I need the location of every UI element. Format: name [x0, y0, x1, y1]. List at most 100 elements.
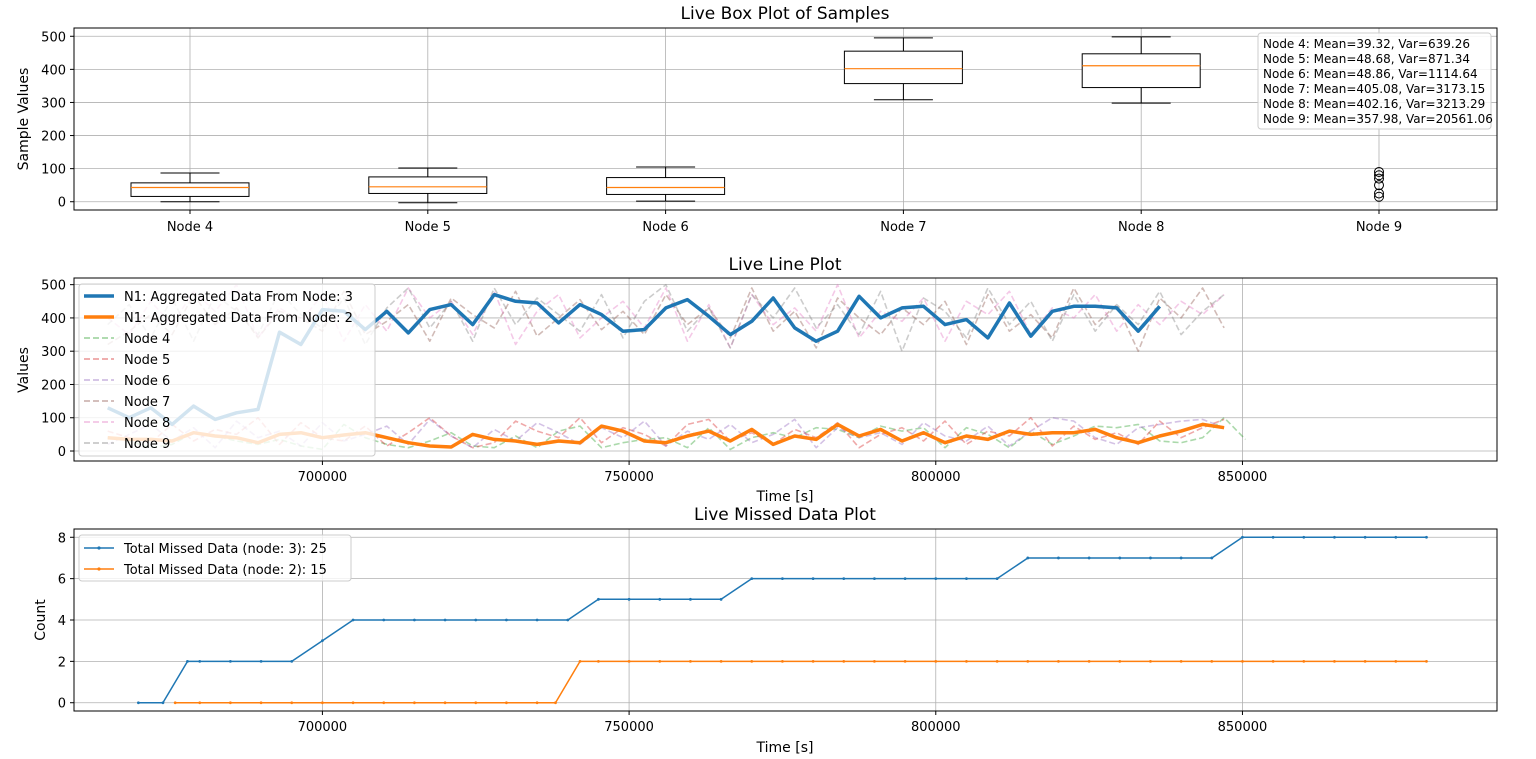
missed-plot-panel: Live Missed Data Plot 0 2 4 6 8 700000 750000 8… — [33, 505, 1498, 756]
box-xtick-label-5: Node 9 — [1356, 220, 1402, 235]
box-ytick-label-4: 400 — [41, 63, 66, 78]
stats-line-node-8: Node 8: Mean=402.16, Var=3213.29 — [1263, 97, 1485, 111]
missed-point-0-18 — [658, 597, 662, 601]
line-plot-xlabel: Time [s] — [756, 489, 814, 505]
missed-xtick-label-1: 750000 — [604, 720, 654, 735]
line-legend-label-6: Node 8 — [124, 416, 170, 431]
missed-point-1-6 — [351, 701, 355, 705]
missed-point-1-33 — [1149, 659, 1152, 663]
line-xtick-label-2: 800000 — [911, 470, 961, 485]
missed-point-0-4 — [229, 659, 232, 663]
missed-plot-ylabel: Count — [33, 599, 49, 641]
missed-point-0-37 — [1241, 535, 1244, 539]
missed-point-0-1 — [161, 701, 165, 705]
stats-line-node-7: Node 7: Mean=405.08, Var=3173.15 — [1263, 82, 1485, 96]
box-body-1 — [368, 176, 488, 194]
box-body-0 — [130, 182, 250, 197]
missed-plot-ticks: 0 2 4 6 8 700000 750000 800000 850000 — [58, 531, 1268, 735]
missed-point-1-24 — [873, 659, 876, 663]
missed-point-1-16 — [627, 659, 631, 663]
missed-point-0-12 — [474, 618, 478, 622]
box-body-4 — [1081, 53, 1201, 89]
box-plot-ylabel: Sample Values — [16, 68, 32, 171]
missed-plot-title: Live Missed Data Plot — [694, 505, 876, 525]
missed-point-0-21 — [750, 577, 754, 581]
box-flier-5-4 — [1374, 170, 1384, 181]
missed-ytick-label-3: 6 — [58, 573, 66, 588]
missed-point-1-37 — [1271, 659, 1275, 663]
missed-xtick-label-0: 700000 — [298, 720, 348, 735]
missed-point-0-25 — [873, 577, 876, 581]
missed-point-1-36 — [1241, 659, 1244, 663]
box-ytick-label-0: 0 — [58, 196, 66, 211]
missed-point-0-23 — [811, 577, 815, 581]
line-legend-label-4: Node 6 — [124, 374, 170, 389]
line-plot-title: Live Line Plot — [729, 255, 842, 275]
missed-legend-label-1: Total Missed Data (node: 2): 15 — [123, 563, 327, 578]
missed-point-0-5 — [259, 659, 263, 663]
missed-point-1-27 — [965, 659, 968, 663]
box-xtick-label-2: Node 6 — [642, 220, 688, 235]
missed-point-0-20 — [719, 597, 723, 601]
box-xtick-label-3: Node 7 — [880, 220, 926, 235]
missed-point-0-22 — [781, 577, 784, 581]
missed-ytick-label-4: 8 — [58, 531, 66, 546]
missed-point-1-35 — [1210, 659, 1214, 663]
box-ytick-label-2: 200 — [41, 130, 66, 145]
missed-point-1-25 — [903, 659, 907, 663]
line-legend-items: N1: Aggregated Data From Node: 3 N1: Aggr… — [84, 290, 353, 452]
missed-plot-legend: Total Missed Data (node: 3): 25 Total Mis… — [78, 534, 352, 582]
line-series-5 — [107, 287, 1225, 353]
missed-point-1-19 — [719, 659, 723, 663]
missed-point-1-40 — [1363, 659, 1367, 663]
missed-point-0-38 — [1271, 535, 1275, 539]
missed-point-0-24 — [842, 577, 846, 581]
missed-point-0-36 — [1210, 556, 1214, 560]
missed-point-1-38 — [1302, 659, 1306, 663]
box-plot-content: 0 100 200 300 400 500 Node 4 Node 5 Node 6 Node 7… — [41, 28, 1497, 235]
box-xtick-label-0: Node 4 — [167, 220, 213, 235]
missed-plot-xlabel: Time [s] — [756, 740, 814, 756]
missed-point-0-35 — [1179, 556, 1183, 560]
missed-point-0-8 — [351, 618, 355, 622]
stats-box: Node 4: Mean=39.32, Var=639.26 Node 5: M… — [1257, 32, 1493, 130]
box-ytick-label-1: 100 — [41, 163, 66, 178]
line-legend-frame — [78, 283, 376, 457]
box-flier-5-2 — [1374, 180, 1384, 191]
line-legend-label-2: Node 4 — [124, 332, 170, 347]
missed-point-0-26 — [903, 577, 907, 581]
stats-box-frame — [1257, 32, 1492, 130]
line-plot-panel: Live Line Plot 0 100 200 300 400 500 700000 750… — [16, 255, 1498, 505]
line-legend-label-3: Node 5 — [124, 353, 170, 368]
box-ytick-label-5: 500 — [41, 30, 66, 45]
line-ytick-label-0: 0 — [58, 445, 66, 460]
missed-point-0-32 — [1087, 556, 1091, 560]
missed-point-1-18 — [689, 659, 692, 663]
missed-point-1-17 — [658, 659, 662, 663]
box-xtick-label-1: Node 5 — [405, 220, 451, 235]
stats-line-node-5: Node 5: Mean=48.68, Var=871.34 — [1263, 52, 1470, 66]
box-plot-frame — [73, 27, 1498, 211]
box-ytick-label-3: 300 — [41, 96, 66, 111]
missed-point-1-10 — [474, 701, 478, 705]
missed-point-1-31 — [1087, 659, 1091, 663]
missed-point-1-4 — [290, 701, 294, 705]
line-plot-frame — [73, 277, 1498, 462]
missed-point-1-42 — [1425, 659, 1428, 663]
missed-point-0-15 — [566, 618, 570, 622]
missed-point-1-3 — [259, 701, 263, 705]
missed-point-1-11 — [505, 701, 508, 705]
missed-plot-content — [74, 529, 1497, 711]
missed-point-1-28 — [995, 659, 999, 663]
line-ytick-label-5: 500 — [41, 279, 66, 294]
missed-point-1-20 — [750, 659, 754, 663]
missed-point-0-7 — [321, 639, 324, 643]
missed-point-0-31 — [1057, 556, 1060, 560]
line-ytick-label-3: 300 — [41, 345, 66, 360]
missed-point-0-17 — [627, 597, 631, 601]
missed-point-0-14 — [535, 618, 539, 622]
line-plot-ylabel: Values — [16, 347, 32, 393]
line-legend-label-5: Node 7 — [124, 395, 170, 410]
missed-ytick-label-1: 2 — [58, 655, 66, 670]
